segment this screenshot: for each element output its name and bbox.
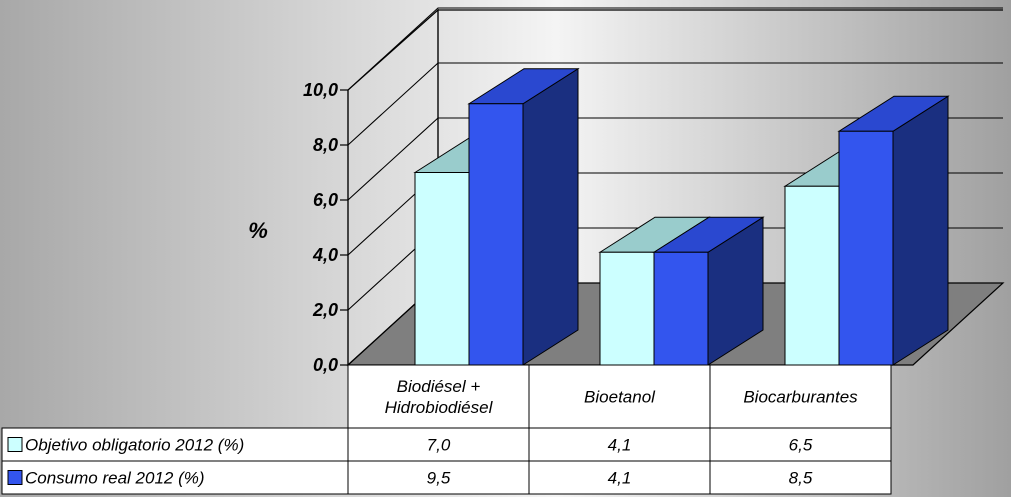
y-tick-label: 6,0 [313, 190, 338, 210]
legend-entry: Consumo real 2012 (%) [25, 469, 205, 488]
bar-front [414, 172, 470, 366]
x-category-label: Bioetanol [584, 388, 656, 407]
data-label: 8,5 [789, 469, 813, 488]
data-label: 7,0 [427, 436, 451, 455]
bar-front [838, 130, 894, 366]
bar-side [892, 95, 949, 366]
data-label: 6,5 [789, 436, 813, 455]
y-tick-label: 4,0 [312, 245, 338, 265]
legend-swatch [7, 470, 23, 485]
bar-front [784, 185, 840, 366]
y-tick-label: 10,0 [303, 80, 338, 100]
x-category-label: Biodiésel + [397, 377, 481, 396]
data-label: 4,1 [608, 469, 632, 488]
bar-front [599, 251, 655, 366]
bar-front [468, 103, 524, 366]
y-axis-label: % [248, 218, 268, 243]
data-label: 4,1 [608, 436, 632, 455]
bar [467, 67, 580, 366]
x-category-label: Biocarburantes [743, 388, 858, 407]
y-tick-label: 2,0 [312, 300, 338, 320]
bar [652, 216, 765, 366]
y-tick-label: 0,0 [313, 355, 338, 375]
legend-entry: Objetivo obligatorio 2012 (%) [25, 436, 244, 455]
bar [837, 95, 950, 366]
gridline [347, 117, 1003, 201]
table-header-bg [347, 364, 892, 429]
bar-front [653, 251, 709, 366]
bar-side [522, 67, 579, 366]
x-category-label: Hidrobiodiésel [385, 398, 494, 417]
legend-swatch [7, 437, 23, 452]
data-label: 9,5 [427, 469, 451, 488]
gridline [347, 7, 1003, 91]
table-row-bg [1, 460, 892, 495]
y-tick-label: 8,0 [313, 135, 338, 155]
gridline [347, 62, 1003, 146]
